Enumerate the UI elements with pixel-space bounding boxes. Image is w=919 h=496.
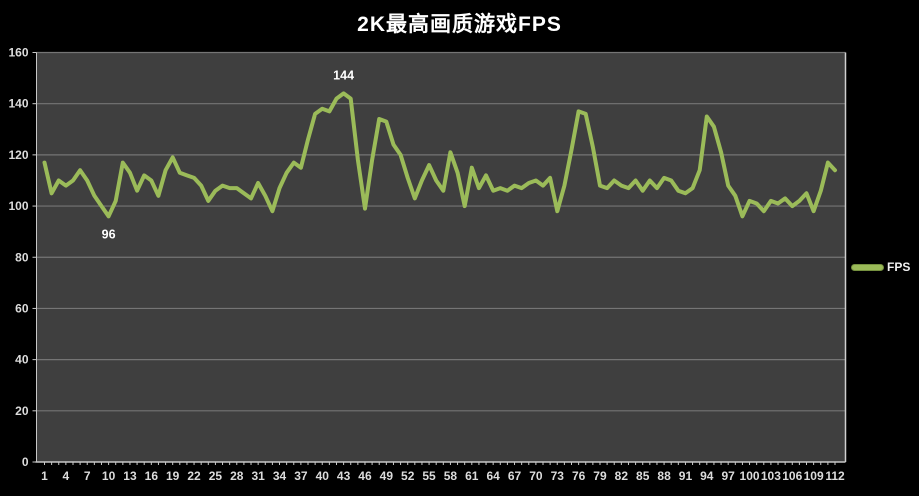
fps-line-series xyxy=(42,91,837,219)
y-axis-label-20: 20 xyxy=(15,404,29,418)
x-axis-label-55: 55 xyxy=(422,469,436,483)
legend-line-marker xyxy=(851,263,884,271)
x-axis-label-22: 22 xyxy=(187,469,201,483)
x-axis-label-73: 73 xyxy=(551,469,565,483)
y-axis-label-80: 80 xyxy=(15,250,29,264)
x-axis-label-97: 97 xyxy=(721,469,735,483)
data-label-96: 96 xyxy=(102,227,116,241)
y-axis-label-40: 40 xyxy=(15,353,29,367)
x-axis-label-91: 91 xyxy=(679,469,693,483)
legend: FPS xyxy=(851,260,910,274)
x-axis-label-37: 37 xyxy=(294,469,308,483)
y-axis-label-160: 160 xyxy=(8,46,28,60)
legend-label: FPS xyxy=(887,260,911,274)
x-axis-label-13: 13 xyxy=(123,469,137,483)
x-axis-label-46: 46 xyxy=(358,469,372,483)
x-axis-label-79: 79 xyxy=(593,469,607,483)
x-axis-label-85: 85 xyxy=(636,469,650,483)
x-axis-label-76: 76 xyxy=(572,469,586,483)
x-axis-label-49: 49 xyxy=(380,469,394,483)
x-axis-label-40: 40 xyxy=(316,469,330,483)
y-axis-label-120: 120 xyxy=(8,148,28,162)
y-axis-label-140: 140 xyxy=(8,97,28,111)
x-axis-label-112: 112 xyxy=(825,469,845,483)
x-axis-label-1: 1 xyxy=(41,469,48,483)
x-axis-label-7: 7 xyxy=(84,469,91,483)
x-axis-label-103: 103 xyxy=(761,469,781,483)
x-axis-label-43: 43 xyxy=(337,469,351,483)
x-axis-label-16: 16 xyxy=(145,469,159,483)
x-axis-label-94: 94 xyxy=(700,469,714,483)
x-axis-label-88: 88 xyxy=(657,469,671,483)
x-axis-label-28: 28 xyxy=(230,469,244,483)
x-axis-label-19: 19 xyxy=(166,469,180,483)
y-axis-label-100: 100 xyxy=(8,199,28,213)
x-axis-label-34: 34 xyxy=(273,469,287,483)
x-axis-label-70: 70 xyxy=(529,469,543,483)
x-axis-label-100: 100 xyxy=(740,469,760,483)
x-axis-label-58: 58 xyxy=(444,469,458,483)
x-axis-label-31: 31 xyxy=(251,469,265,483)
x-axis-label-25: 25 xyxy=(209,469,223,483)
x-axis-label-109: 109 xyxy=(804,469,824,483)
y-axis-label-60: 60 xyxy=(15,301,29,315)
x-axis-label-10: 10 xyxy=(102,469,116,483)
data-label-144: 144 xyxy=(333,68,354,82)
chart-title: 2K最高画质游戏FPS xyxy=(357,13,562,36)
x-axis-label-52: 52 xyxy=(401,469,415,483)
y-axis-label-0: 0 xyxy=(22,455,29,469)
x-axis-label-61: 61 xyxy=(465,469,479,483)
x-axis-label-67: 67 xyxy=(508,469,522,483)
x-axis-label-64: 64 xyxy=(486,469,500,483)
x-axis-label-106: 106 xyxy=(782,469,802,483)
x-axis-label-82: 82 xyxy=(615,469,629,483)
x-axis-label-4: 4 xyxy=(63,469,70,483)
